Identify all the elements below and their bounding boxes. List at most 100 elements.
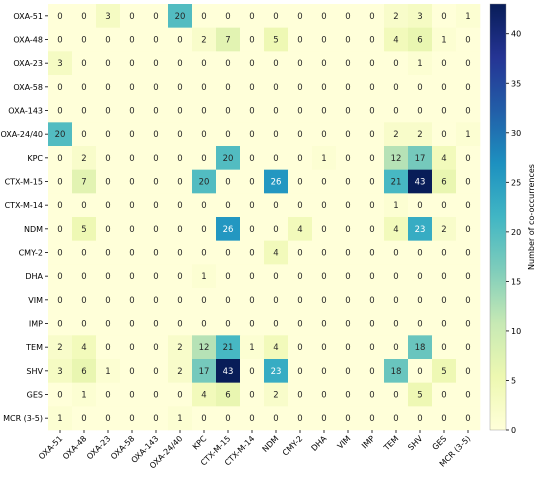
cell-value-label: 0 — [417, 249, 422, 259]
heatmap-cell — [288, 311, 313, 336]
cell-value-label: 0 — [441, 130, 446, 140]
heatmap-cell — [72, 311, 97, 336]
cell-value-label: 0 — [129, 107, 134, 117]
heatmap-cell — [456, 146, 481, 170]
heatmap-cell — [144, 4, 169, 28]
row-label: DHA — [25, 272, 43, 281]
cell-value-label: 0 — [441, 296, 446, 306]
cell-value-label: 0 — [345, 36, 350, 46]
cell-value-label: 23 — [271, 367, 282, 377]
cell-value-label: 1 — [417, 59, 422, 69]
cell-value-label: 0 — [369, 83, 374, 93]
cell-value-label: 0 — [297, 296, 302, 306]
heatmap-cell — [192, 217, 217, 241]
heatmap-cell — [456, 288, 481, 312]
colorbar-tick-label: 35 — [511, 79, 521, 88]
cell-value-label: 0 — [153, 201, 158, 211]
heatmap-cell — [408, 98, 433, 123]
cell-value-label: 17 — [415, 154, 426, 164]
heatmap-cell — [72, 217, 97, 241]
cell-value-label: 2 — [177, 343, 182, 353]
cell-value-label: 0 — [465, 83, 470, 93]
cell-value-label: 1 — [105, 367, 110, 377]
cell-value-label: 0 — [105, 130, 110, 140]
heatmap-cell — [120, 382, 145, 407]
heatmap-cell — [456, 311, 481, 336]
cell-value-label: 0 — [297, 154, 302, 164]
heatmap-cell — [384, 288, 409, 312]
cell-value-label: 0 — [249, 272, 254, 282]
cell-value-label: 0 — [345, 225, 350, 235]
heatmap-cell — [312, 264, 337, 289]
heatmap-cell — [336, 51, 361, 76]
heatmap-cell — [96, 146, 121, 170]
cell-value-label: 0 — [201, 414, 206, 424]
cell-value-label: 0 — [177, 201, 182, 211]
heatmap-cell — [312, 288, 337, 312]
cell-value-label: 0 — [441, 320, 446, 330]
colorbar-ticks: 0 5 10 15 20 25 30 35 40 — [506, 30, 521, 435]
heatmap-cell — [216, 406, 241, 431]
heatmap-cell — [72, 122, 97, 147]
heatmap-cell — [432, 240, 457, 265]
cell-value-label: 0 — [201, 249, 206, 259]
heatmap-cell — [264, 193, 289, 218]
column-label: IMP — [360, 434, 376, 450]
heatmap-cell — [264, 122, 289, 147]
cell-value-label: 0 — [465, 320, 470, 330]
cell-value-label: 0 — [369, 225, 374, 235]
cell-value-label: 0 — [249, 367, 254, 377]
cell-value-label: 0 — [81, 107, 86, 117]
cell-value-label: 0 — [273, 225, 278, 235]
cell-value-label: 0 — [369, 178, 374, 188]
cell-value-label: 0 — [201, 83, 206, 93]
cell-value-label: 0 — [249, 296, 254, 306]
row-label: KPC — [27, 154, 43, 163]
cell-value-label: 1 — [57, 414, 62, 424]
heatmap-cell — [432, 264, 457, 289]
cell-value-label: 0 — [345, 296, 350, 306]
cell-value-label: 0 — [225, 296, 230, 306]
heatmap-cell — [168, 98, 193, 123]
heatmap-cell — [216, 51, 241, 76]
cell-value-label: 0 — [369, 59, 374, 69]
heatmap-cell — [432, 288, 457, 312]
heatmap-cell — [192, 382, 217, 407]
cell-value-label: 4 — [297, 225, 302, 235]
cell-value-label: 0 — [153, 391, 158, 401]
heatmap-cell — [432, 217, 457, 241]
cell-value-label: 0 — [321, 249, 326, 259]
cell-value-label: 0 — [273, 59, 278, 69]
cell-value-label: 0 — [129, 320, 134, 330]
cell-value-label: 0 — [465, 59, 470, 69]
cell-value-label: 7 — [225, 36, 230, 46]
heatmap-cell — [216, 382, 241, 407]
cell-value-label: 0 — [153, 83, 158, 93]
heatmap-cell — [408, 217, 433, 241]
cell-value-label: 0 — [273, 83, 278, 93]
cell-value-label: 0 — [393, 343, 398, 353]
cell-value-label: 0 — [273, 201, 278, 211]
heatmap-cell — [96, 382, 121, 407]
heatmap-cell — [96, 75, 121, 99]
cell-value-label: 0 — [465, 178, 470, 188]
heatmap-cell — [144, 98, 169, 123]
heatmap-cell — [216, 4, 241, 28]
heatmap-cell — [456, 406, 481, 431]
cell-value-label: 0 — [297, 320, 302, 330]
cell-value-label: 12 — [391, 154, 402, 164]
cell-value-label: 0 — [177, 249, 182, 259]
cell-value-label: 0 — [321, 272, 326, 282]
heatmap-cell — [120, 4, 145, 28]
heatmap-cell — [48, 27, 73, 52]
cell-value-label: 0 — [273, 130, 278, 140]
heatmap-cell — [360, 311, 385, 336]
heatmap-cell — [120, 193, 145, 218]
heatmap-cell — [240, 264, 265, 289]
cell-value-label: 0 — [153, 36, 158, 46]
heatmap-cell — [312, 169, 337, 194]
heatmap-cell — [264, 169, 289, 194]
heatmap-cell — [144, 27, 169, 52]
heatmap-cell — [240, 51, 265, 76]
